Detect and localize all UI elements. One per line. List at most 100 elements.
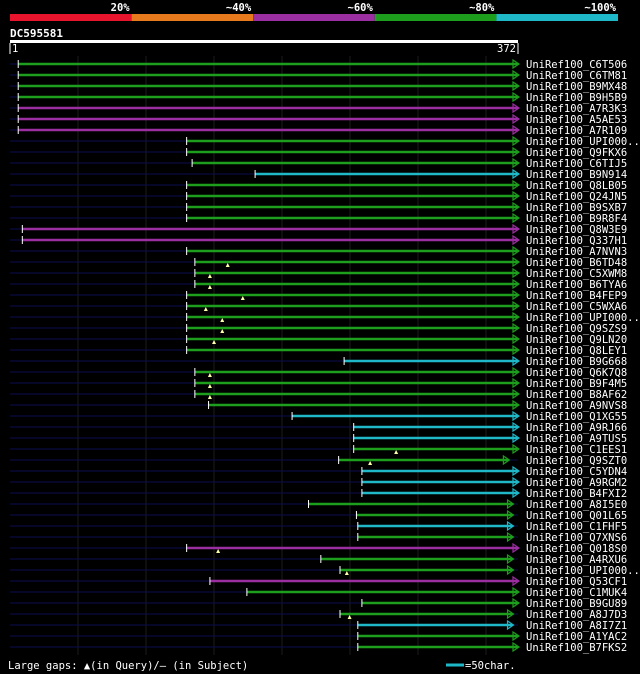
hit-end-arrow: [512, 542, 521, 554]
hit-label: UniRef100_A1YAC2: [526, 631, 627, 643]
hit-label: UniRef100_C1EES1: [526, 444, 627, 456]
hit-end-arrow: [506, 608, 515, 620]
hit-end-arrow: [512, 575, 521, 587]
hit-label: UniRef100_B9F4M5: [526, 378, 627, 390]
legend-segment: [131, 14, 254, 21]
hit-end-arrow: [512, 333, 521, 345]
hit-label: UniRef100_A7NVN3: [526, 246, 627, 258]
hit-row: UniRef100_UPI000..: [10, 564, 640, 577]
hit-row: UniRef100_A1YAC2: [10, 630, 627, 643]
hit-row: UniRef100_A9RGM2: [10, 476, 627, 489]
hit-row: UniRef100_B9R8F4: [10, 212, 627, 225]
hit-end-arrow: [512, 212, 521, 224]
hit-end-arrow: [512, 388, 521, 400]
hit-label: UniRef100_B9H5B9: [526, 92, 627, 104]
hit-end-arrow: [512, 322, 521, 334]
hit-end-arrow: [512, 465, 521, 477]
query-gap-marker: [207, 384, 212, 388]
identity-legend: 20% ~40% ~60% ~80% ~100%: [10, 2, 618, 21]
hit-label: UniRef100_Q018S0: [526, 543, 627, 555]
hit-label: UniRef100_A7R3K3: [526, 103, 627, 115]
legend-segment: [253, 14, 375, 21]
hit-label: UniRef100_B9SXB7: [526, 202, 627, 214]
hit-label: UniRef100_Q9LN20: [526, 334, 627, 346]
hit-end-arrow: [512, 124, 521, 136]
hit-end-arrow: [512, 168, 521, 180]
query-gap-marker: [212, 340, 217, 344]
hit-label: UniRef100_B6TD48: [526, 257, 627, 269]
hit-label: UniRef100_Q8LB05: [526, 180, 627, 192]
hit-end-arrow: [512, 58, 521, 70]
hit-row: UniRef100_A8J7D3: [10, 608, 627, 621]
hit-row: UniRef100_A4RXU6: [10, 553, 627, 566]
hit-end-arrow: [512, 344, 521, 356]
hit-end-arrow: [512, 102, 521, 114]
hit-row: UniRef100_Q8LEY1: [10, 344, 627, 357]
hit-label: UniRef100_B9G668: [526, 356, 627, 368]
hit-end-arrow: [512, 234, 521, 246]
hit-label: UniRef100_B9N914: [526, 169, 627, 181]
hit-label: UniRef100_Q7XNS6: [526, 532, 627, 544]
hit-end-arrow: [512, 377, 521, 389]
hit-end-arrow: [512, 146, 521, 158]
hit-row: UniRef100_C6TIJ5: [10, 157, 627, 170]
hit-row: UniRef100_Q7XNS6: [10, 531, 627, 544]
hit-row: UniRef100_B8AF62: [10, 388, 627, 401]
hit-end-arrow: [512, 366, 521, 378]
legend-label: ~40%: [226, 2, 252, 14]
hit-row: UniRef100_Q8LB05: [10, 179, 627, 192]
hit-row: UniRef100_C5WXA6: [10, 300, 627, 313]
hit-label: UniRef100_A8I7Z1: [526, 620, 627, 632]
hit-row: UniRef100_Q01L65: [10, 509, 627, 522]
hit-row: UniRef100_Q24JN5: [10, 190, 627, 203]
hit-end-arrow: [506, 531, 515, 543]
hit-label: UniRef100_B9MX48: [526, 81, 627, 93]
hit-row: UniRef100_Q8W3E9: [10, 223, 627, 236]
hit-label: UniRef100_C6TIJ5: [526, 158, 627, 170]
query-bar: [10, 40, 518, 43]
query-gap-marker: [207, 285, 212, 289]
hit-label: UniRef100_C5WXA6: [526, 301, 627, 313]
hit-row: UniRef100_C6TM81: [10, 69, 627, 82]
hit-row: UniRef100_A7NVN3: [10, 245, 627, 258]
query-gap-marker: [225, 263, 230, 267]
hit-end-arrow: [512, 597, 521, 609]
hit-label: UniRef100_B6TYA6: [526, 279, 627, 291]
query-gap-marker: [216, 549, 221, 553]
hit-label: UniRef100_Q6K7Q8: [526, 367, 627, 379]
hit-rows: UniRef100_C6T506UniRef100_C6TM81UniRef10…: [10, 58, 640, 654]
hit-row: UniRef100_Q9SZS9: [10, 322, 627, 335]
hit-row: UniRef100_Q337H1: [10, 234, 627, 247]
hit-end-arrow: [512, 113, 521, 125]
hit-label: UniRef100_C5YDN4: [526, 466, 627, 478]
hit-end-arrow: [512, 135, 521, 147]
hit-row: UniRef100_B9SXB7: [10, 201, 627, 214]
hit-row: UniRef100_UPI000..: [10, 135, 640, 148]
hit-end-arrow: [506, 553, 515, 565]
hit-end-arrow: [512, 487, 521, 499]
hit-end-arrow: [502, 454, 511, 466]
hit-label: UniRef100_Q1XG55: [526, 411, 627, 423]
hit-row: UniRef100_C5YDN4: [10, 465, 627, 478]
query-gap-marker: [394, 450, 399, 454]
hit-end-arrow: [512, 443, 521, 455]
hit-label: UniRef100_B9GU89: [526, 598, 627, 610]
hit-label: UniRef100_B8AF62: [526, 389, 627, 401]
hit-label: UniRef100_B4FXI2: [526, 488, 627, 500]
hit-end-arrow: [512, 157, 521, 169]
hit-row: UniRef100_B6TYA6: [10, 278, 627, 291]
hit-row: UniRef100_B9MX48: [10, 80, 627, 93]
hit-end-arrow: [512, 278, 521, 290]
grid-lines: [77, 56, 487, 655]
hit-row: UniRef100_B9F4M5: [10, 377, 627, 390]
hit-end-arrow: [512, 91, 521, 103]
gap-legend-text: Large gaps: ▲(in Query)/— (in Subject): [8, 660, 248, 672]
legend-label: ~60%: [348, 2, 374, 14]
hit-row: UniRef100_B4FEP9: [10, 289, 627, 302]
hit-end-arrow: [506, 564, 515, 576]
query-gap-marker: [347, 615, 352, 619]
hit-label: UniRef100_UPI000..: [526, 312, 640, 324]
hit-row: UniRef100_A7R3K3: [10, 102, 627, 115]
hit-row: UniRef100_B4FXI2: [10, 487, 627, 500]
